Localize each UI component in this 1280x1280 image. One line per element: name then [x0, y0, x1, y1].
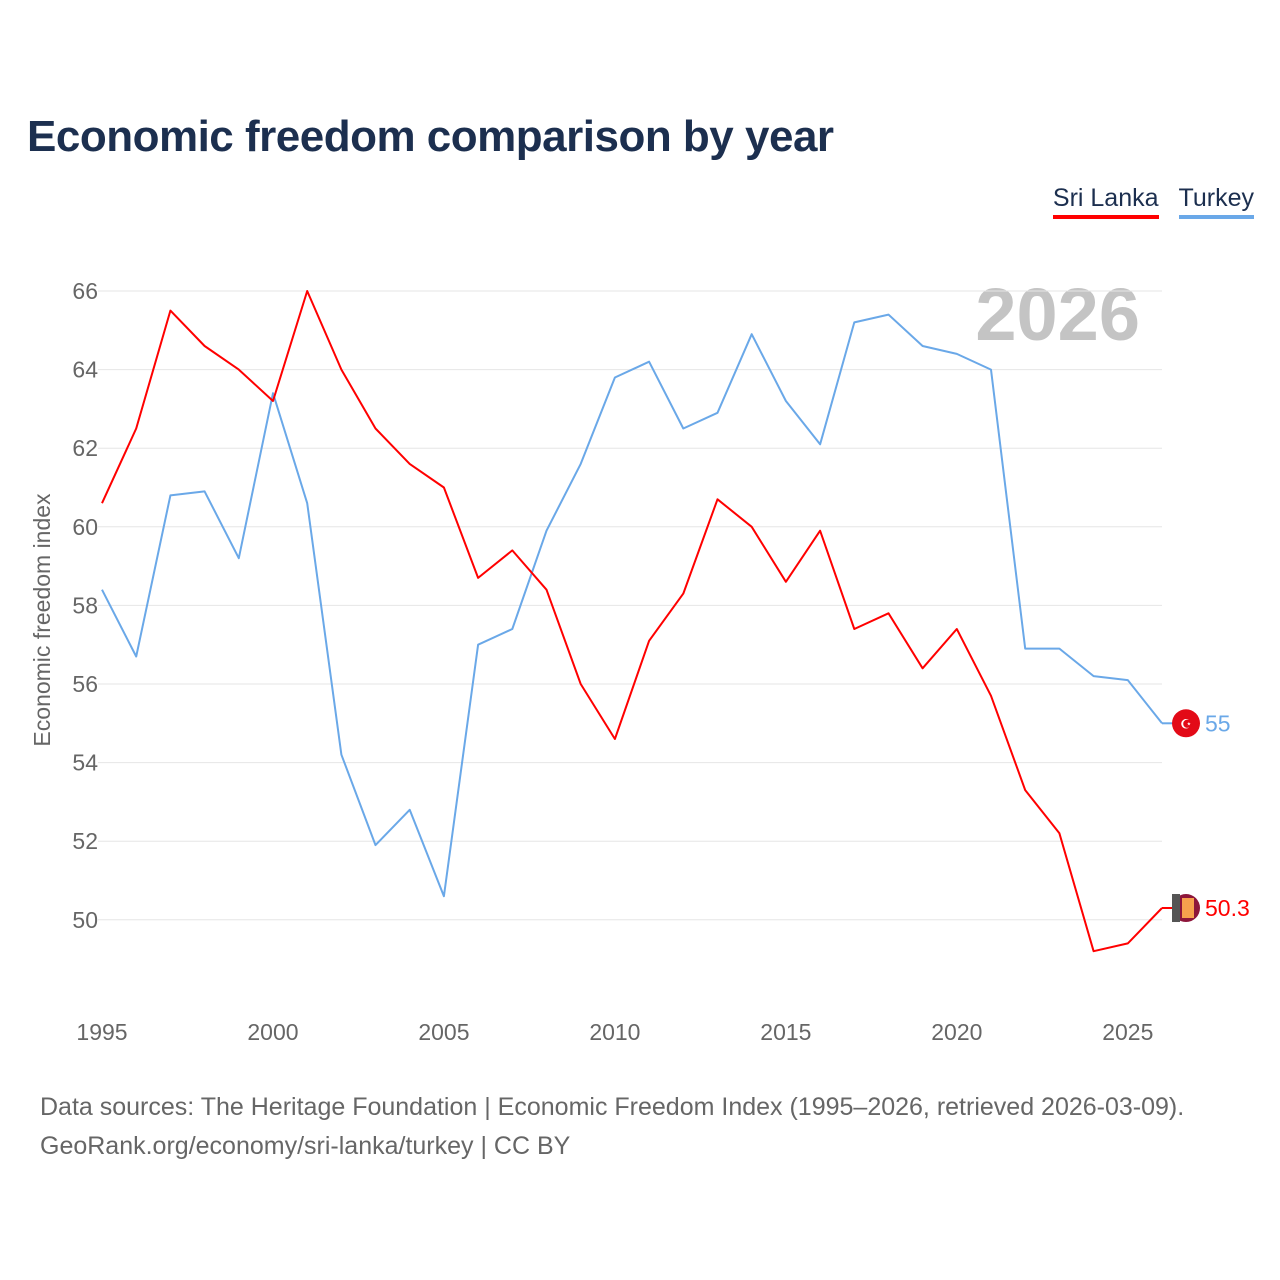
legend-item-turkey[interactable]: Turkey	[1178, 184, 1254, 219]
x-tick-label: 2015	[760, 1019, 811, 1045]
x-tick-label: 2000	[247, 1019, 298, 1045]
sri-lanka-flag-lion-icon	[1182, 898, 1194, 919]
legend-item-sri-lanka[interactable]: Sri Lanka	[1052, 184, 1159, 219]
end-value-label: 50.3	[1205, 895, 1250, 921]
end-value-label: 55	[1205, 710, 1231, 736]
y-tick-label: 60	[72, 514, 98, 540]
x-tick-label: 2020	[931, 1019, 982, 1045]
x-tick-label: 2005	[418, 1019, 469, 1045]
turkey-flag-icon	[1172, 709, 1200, 738]
y-tick-label: 64	[72, 357, 98, 383]
source-line-1: Data sources: The Heritage Foundation | …	[40, 1093, 1185, 1121]
chart-title: Economic freedom comparison by year	[27, 112, 834, 161]
series-line-sri-lanka	[101, 290, 1163, 953]
x-tick-label: 2025	[1102, 1019, 1153, 1045]
current-year-label: 2026	[975, 273, 1140, 356]
x-tick-label: 2010	[589, 1019, 640, 1045]
y-tick-label: 50	[72, 907, 98, 933]
legend: Sri Lanka Turkey	[1052, 184, 1254, 219]
y-tick-label: 54	[72, 750, 98, 776]
source-line-2[interactable]: GeoRank.org/economy/sri-lanka/turkey | C…	[40, 1132, 571, 1160]
source-note: Data sources: The Heritage Foundation | …	[40, 1088, 1184, 1166]
series-line-turkey	[101, 313, 1163, 898]
y-tick-label: 52	[72, 828, 98, 854]
y-tick-label: 58	[72, 592, 98, 618]
turkey-flag-crescent-icon: ☪	[1180, 716, 1192, 731]
sri-lanka-flag-stripe-icon	[1172, 894, 1180, 923]
y-axis-label: Economic freedom index	[29, 493, 55, 747]
y-tick-label: 62	[72, 435, 98, 461]
y-tick-label: 66	[72, 278, 98, 304]
y-tick-label: 56	[72, 671, 98, 697]
x-tick-label: 1995	[76, 1019, 127, 1045]
